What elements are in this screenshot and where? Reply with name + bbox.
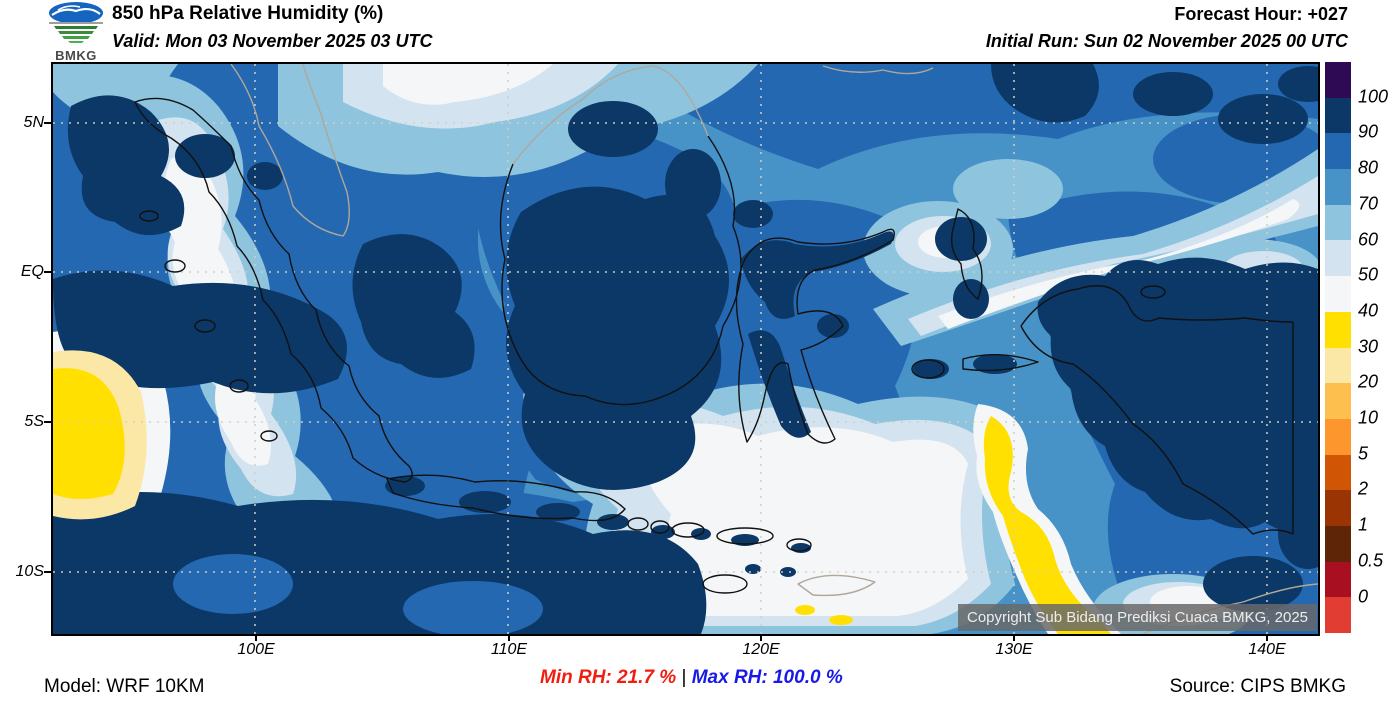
colorbar-tick-label: 70 xyxy=(1358,193,1379,214)
model-label: Model: WRF 10KM xyxy=(44,676,205,697)
max-rh-text: Max RH: 100.0 % xyxy=(691,667,843,688)
colorbar-segment xyxy=(1325,347,1351,384)
colorbar-segment xyxy=(1325,383,1351,419)
lon-tick-mark xyxy=(1013,634,1015,641)
lat-tick-label: 5N xyxy=(23,114,44,131)
lon-tick-mark xyxy=(1266,634,1268,641)
colorbar-tick-label: 80 xyxy=(1358,157,1379,178)
copyright-overlay: Copyright Sub Bidang Prediksi Cuaca BMKG… xyxy=(957,604,1317,631)
colorbar-tick-label: 100 xyxy=(1358,86,1389,107)
lat-tick-mark xyxy=(44,271,51,273)
colorbar-segment xyxy=(1325,62,1351,98)
lat-tick-label: EQ xyxy=(20,263,44,280)
colorbar-segment xyxy=(1325,561,1351,598)
colorbar-tick-label: 40 xyxy=(1358,300,1379,321)
lat-tick-mark xyxy=(44,421,51,423)
map-title: 850 hPa Relative Humidity (%) xyxy=(112,3,384,24)
colorbar-segment xyxy=(1325,454,1351,491)
lon-tick-mark xyxy=(508,634,510,641)
lat-tick-label: 10S xyxy=(15,563,44,580)
colorbar-segment xyxy=(1325,169,1351,205)
colorbar-tick-label: 90 xyxy=(1358,121,1379,142)
colorbar-segment xyxy=(1325,418,1351,455)
colorbar-tick-label: 10 xyxy=(1358,407,1379,428)
lon-tick-label: 110E xyxy=(490,641,528,658)
colorbar-segment xyxy=(1325,490,1351,526)
valid-time: Valid: Mon 03 November 2025 03 UTC xyxy=(112,31,433,51)
lon-tick-label: 130E xyxy=(995,641,1033,658)
rh-contour-map: Copyright Sub Bidang Prediksi Cuaca BMKG… xyxy=(51,62,1320,636)
bmkg-logo: BMKG xyxy=(45,2,107,63)
coastlines-foreign xyxy=(230,64,1318,634)
colorbar-tick-label: 5 xyxy=(1358,443,1369,464)
minmax-rh: Min RH: 21.7 % | Max RH: 100.0 % xyxy=(540,667,843,689)
source-label: Source: CIPS BMKG xyxy=(1169,676,1346,697)
initial-run: Initial Run: Sun 02 November 2025 00 UTC xyxy=(985,31,1348,51)
colorbar xyxy=(1325,62,1351,633)
colorbar-segment xyxy=(1325,525,1351,562)
colorbar-tick-label: 2 xyxy=(1358,478,1369,499)
lat-tick-mark xyxy=(44,571,51,573)
colorbar-tick-label: 20 xyxy=(1358,371,1379,392)
colorbar-segment xyxy=(1325,204,1351,241)
colorbar-segment xyxy=(1325,597,1351,633)
bmkg-logo-graphic xyxy=(49,2,103,43)
forecast-hour: Forecast Hour: +027 xyxy=(1174,4,1348,24)
lon-tick-mark xyxy=(255,634,257,641)
lon-tick-label: 120E xyxy=(742,641,780,658)
lat-tick-mark xyxy=(44,122,51,124)
minmax-separator: | xyxy=(681,667,692,688)
colorbar-tick-label: 60 xyxy=(1358,228,1379,249)
coastlines-indonesia xyxy=(134,97,1294,594)
colorbar-tick-label: 0 xyxy=(1358,585,1369,606)
colorbar-segment xyxy=(1325,311,1351,348)
colorbar-tick-label: 30 xyxy=(1358,336,1379,357)
colorbar-tick-label: 1 xyxy=(1358,514,1369,535)
min-rh-text: Min RH: 21.7 % xyxy=(540,667,677,688)
bmkg-logo-text: BMKG xyxy=(55,48,97,63)
colorbar-segment xyxy=(1325,276,1351,312)
lon-tick-label: 140E xyxy=(1248,641,1286,658)
rh-contour-field xyxy=(53,64,1318,634)
colorbar-tick-label: 50 xyxy=(1358,264,1379,285)
colorbar-tick-label: 0.5 xyxy=(1358,550,1384,571)
lon-tick-label: 100E xyxy=(237,641,275,658)
lon-tick-mark xyxy=(760,634,762,641)
colorbar-segment xyxy=(1325,240,1351,277)
graticule xyxy=(53,64,1318,634)
colorbar-segment xyxy=(1325,97,1351,134)
colorbar-segment xyxy=(1325,133,1351,170)
lat-tick-label: 5S xyxy=(24,413,44,430)
